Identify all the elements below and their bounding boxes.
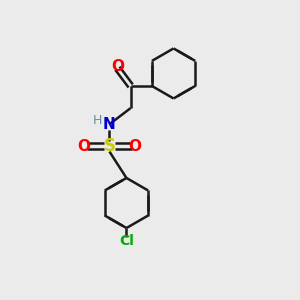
Text: S: S xyxy=(103,137,116,155)
Text: H: H xyxy=(92,114,102,127)
Text: Cl: Cl xyxy=(119,234,134,248)
Text: N: N xyxy=(103,117,116,132)
Text: O: O xyxy=(111,59,124,74)
Text: O: O xyxy=(77,139,90,154)
Text: O: O xyxy=(129,139,142,154)
